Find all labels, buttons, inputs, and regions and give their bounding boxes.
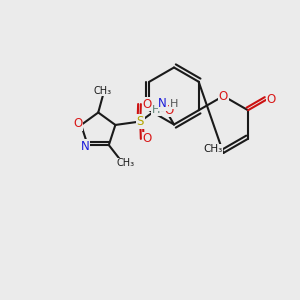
Text: O: O [143, 98, 152, 111]
Text: O: O [74, 117, 83, 130]
Text: CH₃: CH₃ [94, 85, 112, 96]
Text: O: O [143, 132, 152, 146]
Text: CH₃: CH₃ [116, 158, 134, 168]
Text: O: O [219, 89, 228, 103]
Text: S: S [136, 115, 144, 128]
Text: N: N [158, 97, 167, 110]
Text: N: N [81, 140, 90, 153]
Text: CH₃: CH₃ [203, 144, 223, 154]
Text: O: O [266, 93, 275, 106]
Text: H: H [152, 105, 160, 115]
Text: O: O [164, 104, 173, 117]
Text: H: H [170, 98, 178, 109]
